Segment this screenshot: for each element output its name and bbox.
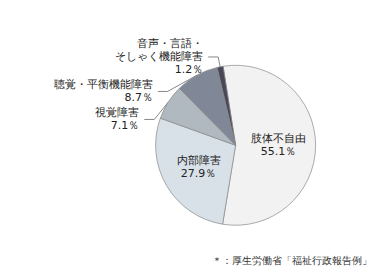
svg-text:肢体不自由: 肢体不自由: [251, 132, 306, 145]
svg-text:＊：厚生労働省「福祉行政報告例」: ＊：厚生労働省「福祉行政報告例」: [212, 255, 372, 266]
svg-text:聴覚・平衡機能障害: 聴覚・平衡機能障害: [54, 78, 153, 91]
svg-text:27.9％: 27.9％: [181, 167, 217, 180]
svg-text:7.1％: 7.1％: [111, 119, 140, 132]
svg-text:視覚障害: 視覚障害: [95, 106, 139, 119]
svg-text:音声・言語・: 音声・言語・: [137, 37, 203, 50]
svg-text:55.1％: 55.1％: [261, 145, 297, 158]
svg-text:1.2％: 1.2％: [175, 63, 204, 76]
svg-text:そしゃく機能障害: そしゃく機能障害: [115, 50, 203, 63]
svg-text:8.7％: 8.7％: [124, 91, 153, 104]
svg-text:内部障害: 内部障害: [177, 154, 221, 167]
